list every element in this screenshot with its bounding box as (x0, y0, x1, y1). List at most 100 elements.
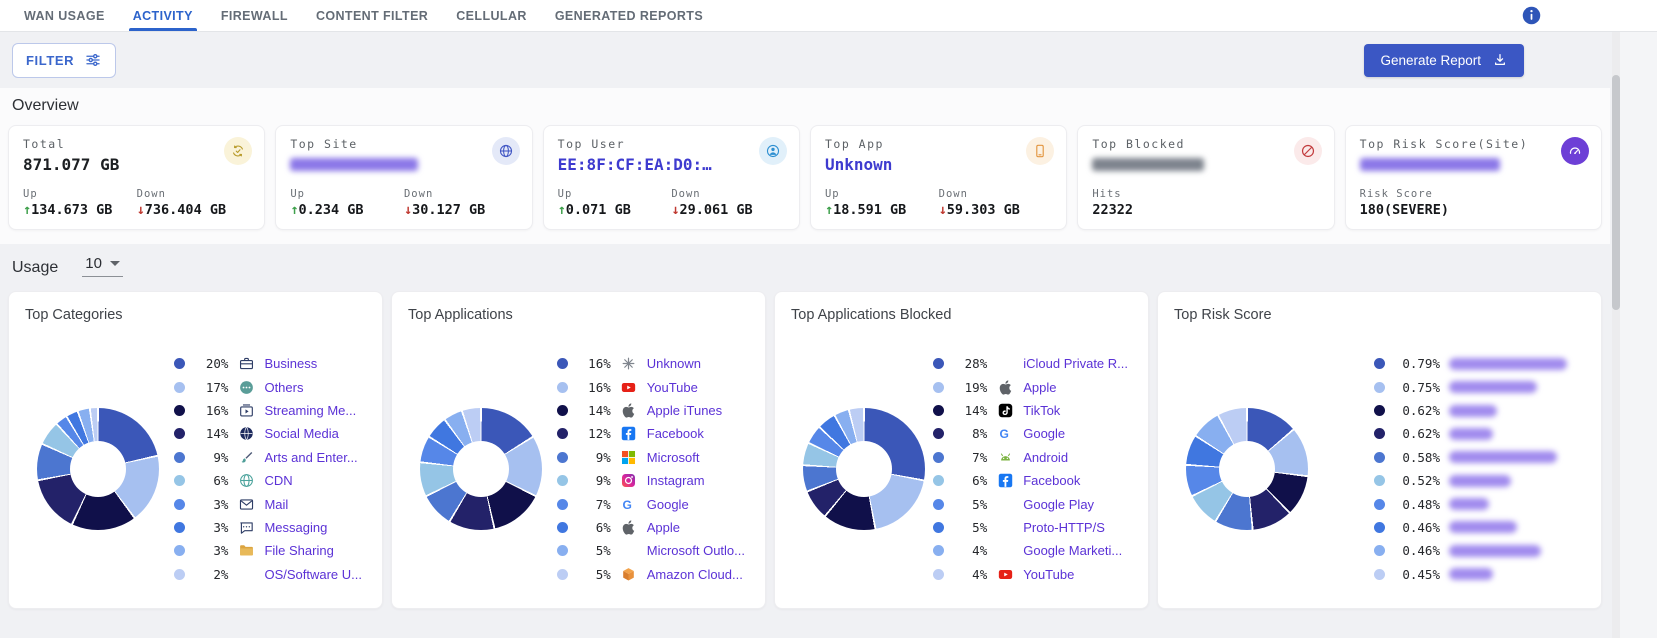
legend-percent: 17% (205, 379, 229, 395)
legend-dot (174, 545, 186, 557)
person-icon (758, 137, 787, 165)
google-icon: G (996, 425, 1014, 443)
overview-card-top-site: Top Site Up ↑0.234 GB Down ↓30.127 GB (275, 125, 533, 230)
legend-label[interactable]: Microsoft Outlo... (646, 543, 745, 559)
overview-card-value[interactable]: EE:8F:CF:EA:D0:… (557, 155, 712, 174)
scrollbar-thumb[interactable] (1612, 75, 1620, 310)
redacted-label (1449, 404, 1497, 417)
legend-dot (1374, 545, 1385, 557)
generate-report-button[interactable]: Generate Report (1364, 43, 1524, 77)
legend-dot (174, 428, 186, 440)
stat-down: Down ↓30.127 GB (404, 188, 518, 218)
donut-ring (37, 408, 159, 530)
donut-ring (803, 408, 925, 530)
legend-label[interactable]: Instagram (646, 473, 705, 489)
aws-icon (620, 565, 638, 583)
legend-row: 2% OS/Software U... (174, 566, 362, 583)
legend-percent: 16% (588, 356, 611, 372)
legend-label[interactable]: Facebook (646, 426, 704, 442)
legend-label[interactable]: File Sharing (264, 543, 334, 559)
legend-dot (933, 475, 945, 487)
usage-chart-cards: Top Categories 20% Business 17% Others 16% Str… (0, 291, 1610, 609)
legend-row: 9% Instagram (556, 472, 745, 489)
donut-chart[interactable] (37, 408, 159, 530)
legend-label[interactable]: Google Marketi... (1023, 543, 1123, 559)
legend-percent: 6% (213, 473, 229, 489)
legend-label[interactable]: Apple (1023, 379, 1057, 395)
legend-label[interactable]: iCloud Private R... (1023, 356, 1128, 372)
vertical-scrollbar[interactable] (1612, 32, 1620, 638)
legend-label[interactable]: Unknown (646, 356, 701, 372)
legend-row: 0.58% (1374, 449, 1567, 466)
stat-value: ↑18.591 GB (824, 202, 907, 218)
legend-dot (174, 381, 186, 393)
legend-label[interactable]: Messaging (264, 519, 328, 535)
legend-label[interactable]: Android (1023, 449, 1069, 465)
legend-label[interactable]: TikTok (1023, 403, 1061, 419)
tab-activity[interactable]: ACTIVITY (119, 0, 207, 31)
tab-cellular[interactable]: CELLULAR (456, 8, 527, 23)
donut-chart[interactable] (803, 408, 925, 530)
redacted-label (1449, 568, 1493, 581)
legend-row: 4% YouTube (933, 566, 1128, 583)
legend-label[interactable]: Others (264, 379, 304, 395)
legend-dot (933, 405, 945, 417)
legend-label[interactable]: Amazon Cloud... (646, 566, 743, 582)
legend-label[interactable]: Proto-HTTP/S (1023, 519, 1105, 535)
chart-title: Top Applications Blocked (791, 307, 952, 323)
legend-row: 6% CDN (174, 472, 362, 489)
info-icon[interactable] (1521, 5, 1542, 26)
legend-percent: 14% (588, 403, 611, 419)
legend-row: 0.46% (1374, 519, 1567, 536)
legend-label[interactable]: Google (1023, 426, 1066, 442)
legend-label[interactable]: YouTube (646, 379, 698, 395)
usage-heading: Usage (12, 258, 59, 276)
legend-label[interactable]: Facebook (1023, 473, 1081, 489)
overview-card-stats: Up ↑134.673 GB Down ↓736.404 GB (23, 188, 250, 218)
legend-label[interactable]: Apple iTunes (646, 403, 723, 419)
legend-row: 0.75% (1374, 379, 1567, 396)
tab-firewall[interactable]: FIREWALL (220, 8, 288, 23)
legend-label[interactable]: Mail (264, 496, 289, 512)
legend-percent: 0.58% (1402, 449, 1440, 465)
legend-row: 20% Business (174, 355, 362, 372)
chart-title: Top Applications (408, 307, 513, 323)
stat-up: Up ↑0.234 GB (290, 188, 404, 218)
donut-chart[interactable] (420, 408, 542, 530)
legend-dot (933, 545, 945, 557)
stat-down: Down ↓29.061 GB (671, 188, 785, 218)
phone-icon (1026, 137, 1055, 165)
legend-label[interactable]: Arts and Enter... (264, 449, 358, 465)
stat-label: Up (557, 188, 573, 200)
legend-label[interactable]: Social Media (264, 426, 339, 442)
legend-dot (933, 498, 945, 510)
redacted-label (1449, 521, 1517, 534)
stat-label: Up (824, 188, 840, 200)
legend-dot (556, 521, 568, 533)
legend-dot (1374, 451, 1385, 463)
legend-row: 5% Microsoft Outlo... (556, 542, 745, 559)
tab-wan-usage[interactable]: WAN USAGE (24, 8, 105, 23)
page-size-select[interactable]: 10 (82, 255, 123, 277)
arrow-down-icon: ↓ (938, 202, 947, 218)
legend-label[interactable]: OS/Software U... (264, 566, 362, 582)
legend-label[interactable]: Google Play (1023, 496, 1095, 512)
stat-risk-score: Risk Score 180(SEVERE) (1360, 188, 1474, 218)
legend-label[interactable]: Google (646, 496, 689, 512)
donut-chart[interactable] (1186, 408, 1308, 530)
top-navbar: WAN USAGE ACTIVITY FIREWALL CONTENT FILTER C… (0, 0, 1657, 32)
tab-generated-reports[interactable]: GENERATED REPORTS (554, 8, 704, 23)
legend-label[interactable]: Microsoft (646, 449, 700, 465)
legend-label[interactable]: Apple (646, 519, 680, 535)
redacted-label (1449, 474, 1511, 487)
tab-content-filter[interactable]: CONTENT FILTER (315, 8, 429, 23)
legend-label[interactable]: Business (264, 356, 318, 372)
legend-label[interactable]: CDN (264, 473, 293, 489)
overview-card-value[interactable]: Unknown (824, 155, 893, 174)
stat-value: ↑0.071 GB (557, 202, 631, 218)
legend-label[interactable]: Streaming Me... (264, 403, 357, 419)
filter-button[interactable]: FILTER (12, 42, 117, 78)
legend-label[interactable]: YouTube (1023, 566, 1075, 582)
chat-icon (237, 518, 255, 536)
overview-card-label: Total (23, 137, 66, 151)
